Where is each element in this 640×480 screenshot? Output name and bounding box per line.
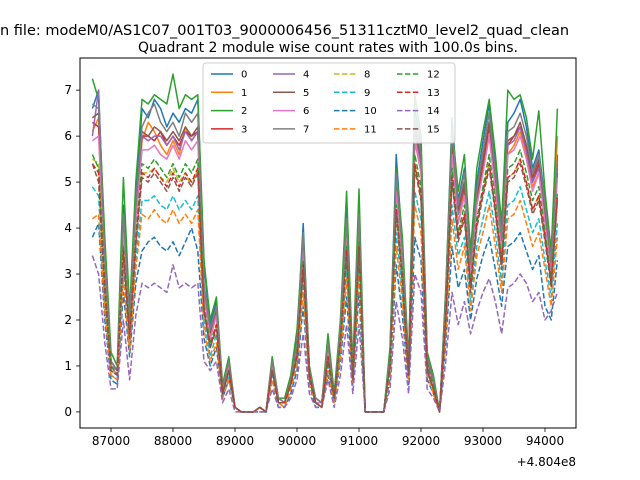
x-tick-label: 89000: [216, 434, 254, 448]
legend-label-11: 11: [364, 124, 377, 135]
x-tick-label: 88000: [154, 434, 192, 448]
x-tick-label: 92000: [402, 434, 440, 448]
legend-label-7: 7: [303, 124, 309, 135]
legend-label-10: 10: [364, 106, 377, 117]
legend-label-12: 12: [427, 70, 440, 81]
series-line-14: [91, 255, 559, 413]
series-line-13: [91, 158, 559, 413]
series-line-15: [91, 162, 559, 413]
legend-label-14: 14: [427, 106, 440, 117]
y-tick-label: 4: [64, 221, 72, 235]
x-tick-label: 91000: [340, 434, 378, 448]
legend-label-6: 6: [303, 106, 309, 117]
y-axis: 0 1 2 3 4 5 6 7: [64, 83, 80, 419]
legend-label-2: 2: [241, 106, 247, 117]
y-tick-label: 6: [64, 129, 72, 143]
series-line-7: [91, 103, 559, 413]
y-tick-label: 3: [64, 267, 72, 281]
legend-label-4: 4: [303, 70, 309, 81]
legend-label-1: 1: [241, 88, 247, 99]
x-tick-label: 90000: [278, 434, 316, 448]
x-tick-label: 93000: [464, 434, 502, 448]
y-tick-label: 7: [64, 83, 72, 97]
x-axis: 87000 88000 89000 90000 91000 92000 93000 94000: [92, 428, 564, 448]
legend-label-0: 0: [241, 70, 247, 81]
x-tick-label: 94000: [526, 434, 564, 448]
legend-label-15: 15: [427, 124, 440, 135]
legend-label-13: 13: [427, 88, 440, 99]
legend-label-9: 9: [364, 88, 370, 99]
y-tick-label: 5: [64, 175, 72, 189]
series-layer: [91, 73, 559, 413]
legend-label-8: 8: [364, 70, 370, 81]
legend-box: [202, 62, 456, 144]
y-tick-label: 2: [64, 313, 72, 327]
x-tick-label: 87000: [92, 434, 130, 448]
y-tick-label: 1: [64, 359, 72, 373]
x-offset-label: +4.804e8: [517, 455, 576, 469]
figure-suptitle: n file: modeM0/AS1C07_001T03_9000006456_…: [0, 23, 569, 39]
plot-frame: [79, 57, 577, 429]
legend-label-3: 3: [241, 124, 247, 135]
y-tick-label: 0: [64, 405, 72, 419]
legend-label-5: 5: [303, 88, 309, 99]
chart-title: Quadrant 2 module wise count rates with …: [138, 40, 518, 56]
